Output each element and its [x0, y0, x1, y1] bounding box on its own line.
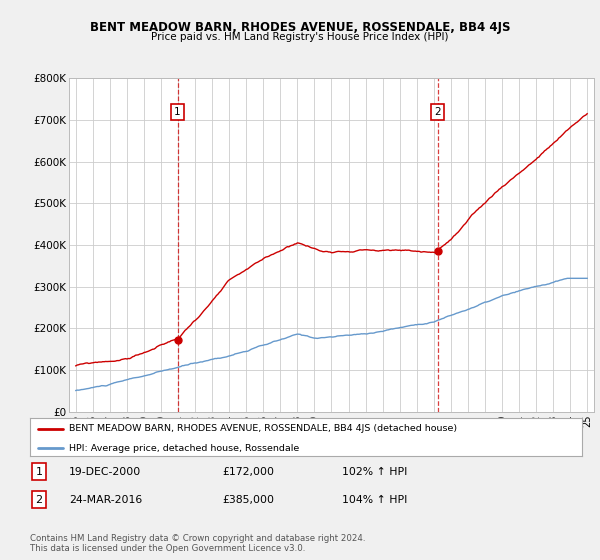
Text: BENT MEADOW BARN, RHODES AVENUE, ROSSENDALE, BB4 4JS: BENT MEADOW BARN, RHODES AVENUE, ROSSEND… — [90, 21, 510, 34]
Text: 1: 1 — [174, 107, 181, 116]
Text: 19-DEC-2000: 19-DEC-2000 — [69, 466, 141, 477]
Text: 2: 2 — [434, 107, 441, 116]
Text: Contains HM Land Registry data © Crown copyright and database right 2024.
This d: Contains HM Land Registry data © Crown c… — [30, 534, 365, 553]
Text: £172,000: £172,000 — [222, 466, 274, 477]
Text: 24-MAR-2016: 24-MAR-2016 — [69, 494, 142, 505]
Text: HPI: Average price, detached house, Rossendale: HPI: Average price, detached house, Ross… — [68, 444, 299, 452]
Text: 104% ↑ HPI: 104% ↑ HPI — [342, 494, 407, 505]
Text: Price paid vs. HM Land Registry's House Price Index (HPI): Price paid vs. HM Land Registry's House … — [151, 32, 449, 42]
Text: £385,000: £385,000 — [222, 494, 274, 505]
Text: BENT MEADOW BARN, RHODES AVENUE, ROSSENDALE, BB4 4JS (detached house): BENT MEADOW BARN, RHODES AVENUE, ROSSEND… — [68, 424, 457, 433]
Text: 2: 2 — [35, 494, 43, 505]
Text: 102% ↑ HPI: 102% ↑ HPI — [342, 466, 407, 477]
Text: 1: 1 — [35, 466, 43, 477]
